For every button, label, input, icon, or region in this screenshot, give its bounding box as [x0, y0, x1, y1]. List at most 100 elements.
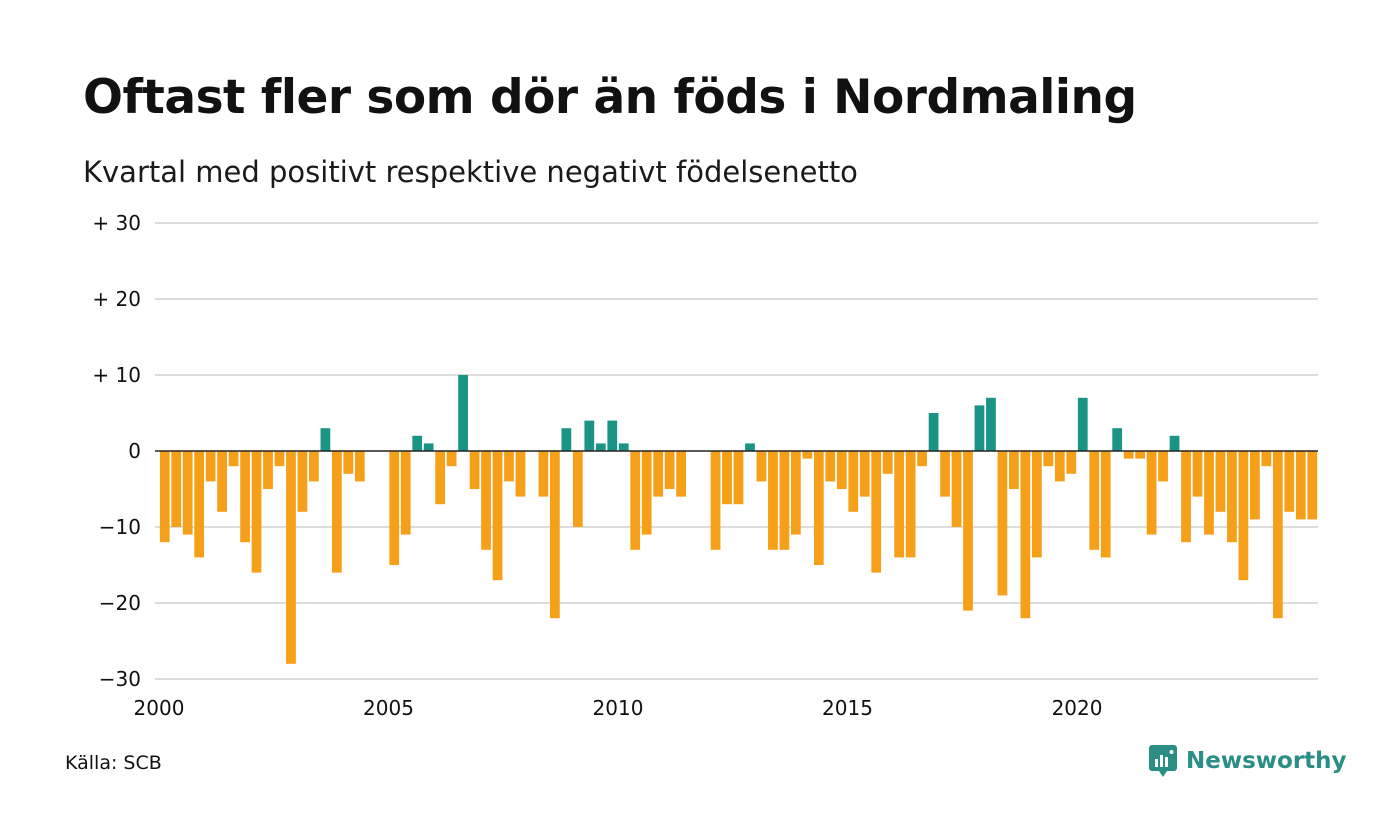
bar-negative — [768, 451, 778, 550]
bar-negative — [1250, 451, 1260, 520]
y-tick-label: −20 — [99, 591, 141, 615]
y-tick-label: + 10 — [92, 363, 141, 387]
bar-negative — [940, 451, 950, 497]
bar-negative — [504, 451, 514, 482]
chart-title: Oftast fler som dör än föds i Nordmaling — [83, 70, 1137, 125]
bar-negative — [1066, 451, 1077, 474]
bar-negative — [894, 451, 905, 558]
bar-negative — [1204, 451, 1214, 535]
bar-positive — [618, 443, 629, 451]
y-tick-label: + 20 — [92, 287, 141, 311]
bar-negative — [1123, 451, 1134, 459]
bar-negative — [572, 451, 583, 527]
bar-positive — [423, 443, 434, 451]
bar-negative — [550, 451, 560, 619]
bar-negative — [1054, 451, 1065, 482]
bar-negative — [1227, 451, 1237, 543]
y-tick-label: 0 — [128, 439, 141, 463]
bar-negative — [194, 451, 205, 558]
bar-positive — [1112, 428, 1123, 451]
bar-negative — [641, 451, 652, 535]
bar-negative — [228, 451, 239, 467]
bar-negative — [182, 451, 193, 535]
bar-negative — [779, 451, 790, 550]
bar-negative — [1284, 451, 1295, 512]
bar-positive — [458, 375, 468, 451]
bar-negative — [331, 451, 342, 573]
bar-negative — [286, 451, 296, 664]
bar-positive — [928, 413, 939, 451]
bar-negative — [1146, 451, 1157, 535]
bar-negative — [859, 451, 870, 497]
bar-positive — [607, 420, 618, 451]
bar-negative — [309, 451, 319, 482]
bar-negative — [263, 451, 273, 489]
y-tick-label: −10 — [99, 515, 141, 539]
bar-negative — [1181, 451, 1191, 543]
bar-positive — [974, 405, 985, 451]
bar-negative — [217, 451, 227, 512]
bar-negative — [435, 451, 446, 505]
y-tick-label: + 30 — [92, 211, 141, 235]
newsworthy-logo-icon — [1149, 745, 1177, 777]
bar-positive — [1169, 435, 1180, 451]
bar-negative — [159, 451, 170, 543]
bar-negative — [1215, 451, 1226, 512]
bar-negative — [171, 451, 182, 527]
x-axis-ticks: 2000 2005 2010 2015 2020 — [134, 696, 1103, 720]
bar-negative — [1261, 451, 1272, 467]
bar-negative — [1192, 451, 1203, 497]
bar-negative — [481, 451, 491, 550]
bar-negative — [1135, 451, 1146, 459]
y-axis-ticks: + 30 + 20 + 10 0 −10 −20 −30 — [92, 211, 141, 691]
bar-negative — [240, 451, 250, 543]
bar-negative — [274, 451, 285, 467]
bar-positive — [986, 397, 996, 451]
bar-negative — [389, 451, 400, 565]
bar-positive — [561, 428, 572, 451]
bar-negative — [722, 451, 732, 505]
bar-positive — [1077, 397, 1088, 451]
bar-negative — [905, 451, 916, 558]
bar-negative — [630, 451, 641, 550]
bar-positive — [320, 428, 331, 451]
bar-negative — [400, 451, 411, 535]
bar-negative — [469, 451, 480, 489]
bar-negative — [1238, 451, 1249, 581]
bar-negative — [848, 451, 859, 512]
x-tick-label: 2005 — [363, 696, 414, 720]
bar-negative — [710, 451, 721, 550]
bar-negative — [251, 451, 262, 573]
brand-logo: Newsworthy — [1148, 744, 1347, 778]
bar-negative — [963, 451, 973, 611]
bar-negative — [1043, 451, 1054, 467]
bar-negative — [676, 451, 686, 497]
y-tick-label: −30 — [99, 667, 141, 691]
x-tick-label: 2020 — [1052, 696, 1103, 720]
bar-positive — [595, 443, 606, 451]
bar-negative — [917, 451, 927, 467]
bar-negative — [1295, 451, 1306, 520]
chart-subtitle: Kvartal med positivt respektive negativt… — [83, 155, 858, 189]
bar-negative — [1307, 451, 1318, 520]
bar-positive — [584, 420, 595, 451]
bar-negative — [997, 451, 1008, 596]
bar-negative — [664, 451, 675, 489]
bar-negative — [446, 451, 457, 467]
bar-negative — [1031, 451, 1042, 558]
bar-negative — [756, 451, 767, 482]
bar-negative — [538, 451, 549, 497]
source-label: Källa: SCB — [65, 752, 162, 774]
x-tick-label: 2000 — [134, 696, 185, 720]
bar-negative — [354, 451, 365, 482]
bar-negative — [813, 451, 824, 565]
bar-positive — [412, 435, 423, 451]
bar-negative — [205, 451, 216, 482]
bar-negative — [653, 451, 664, 497]
bar-negative — [343, 451, 354, 474]
bar-negative — [791, 451, 801, 535]
gridlines — [155, 222, 1318, 680]
bar-negative — [297, 451, 308, 512]
bars — [159, 375, 1318, 664]
